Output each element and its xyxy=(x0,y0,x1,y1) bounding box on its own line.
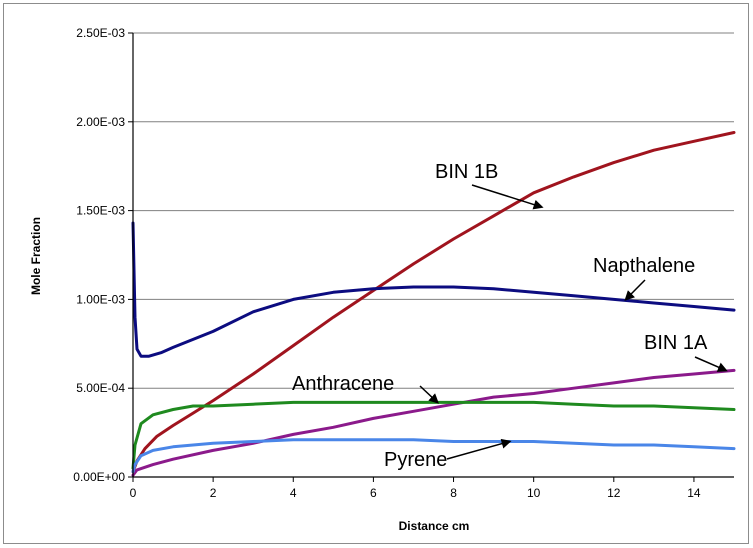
annotation-arrow xyxy=(419,385,439,404)
x-tick-label: 4 xyxy=(290,486,297,500)
series-line-bin-1a xyxy=(131,368,736,477)
annotation-arrow xyxy=(694,356,728,372)
annotation-arrow xyxy=(624,279,646,301)
y-tick-label: 2.50E-03 xyxy=(76,26,125,40)
x-axis-title: Distance cm xyxy=(399,519,470,533)
y-tick-label: 5.00E-04 xyxy=(76,381,125,395)
series-line-pyrene xyxy=(131,438,736,474)
x-tick-label: 2 xyxy=(210,486,217,500)
axes xyxy=(128,32,734,482)
y-axis-title: Mole Fraction xyxy=(29,217,43,295)
series-line-napthalene xyxy=(131,221,736,358)
annotation-arrow xyxy=(446,438,512,460)
x-tick-label: 8 xyxy=(450,486,457,500)
x-tick-label: 12 xyxy=(607,486,621,500)
annotation-label-napthalene: Napthalene xyxy=(593,255,695,277)
x-tick-label: 14 xyxy=(687,486,701,500)
series-line-bin-1b xyxy=(131,131,736,474)
annotation-label-bin-1b: BIN 1B xyxy=(435,161,498,183)
y-tick-label: 0.00E+00 xyxy=(73,470,125,484)
annotation-label-bin-1a: BIN 1A xyxy=(644,332,708,354)
x-tick-label: 10 xyxy=(527,486,541,500)
y-tick-label: 2.00E-03 xyxy=(76,115,125,129)
x-tick-label: 6 xyxy=(370,486,377,500)
chart-frame xyxy=(3,3,749,544)
annotation-arrow xyxy=(471,184,544,210)
annotation-label-anthracene: Anthracene xyxy=(292,373,394,395)
y-tick-label: 1.50E-03 xyxy=(76,204,125,218)
annotations: BIN 1B Napthalene BIN 1A Anthracene Pyrene xyxy=(292,161,728,471)
x-tick-label: 0 xyxy=(130,486,137,500)
series-line-anthracene xyxy=(131,400,736,470)
y-tick-label: 1.00E-03 xyxy=(76,292,125,306)
tick-labels: 0.00E+00 5.00E-04 1.00E-03 1.50E-03 2.00E-03… xyxy=(73,26,701,500)
series-lines xyxy=(131,131,736,477)
annotation-label-pyrene: Pyrene xyxy=(384,449,447,471)
